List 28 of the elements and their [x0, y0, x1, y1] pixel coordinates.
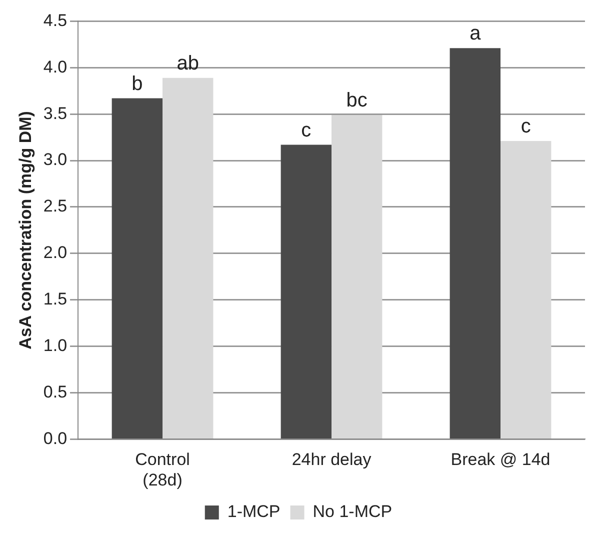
annotation: ab [176, 52, 199, 74]
bar [332, 115, 382, 438]
y-tick-label: 1.5 [43, 290, 68, 309]
y-axis-title: AsA concentration (mg/g DM) [16, 111, 35, 350]
bar [162, 78, 214, 438]
y-tick-label: 1.0 [43, 336, 68, 355]
legend-label: 1-MCP [227, 502, 280, 522]
y-tick-label: 2.5 [43, 196, 68, 216]
legend-label: No 1-MCP [312, 502, 392, 522]
x-tick-label: 24hr delay [292, 450, 372, 470]
annotation: c [301, 119, 312, 142]
x-tick-label: Control (28d) [135, 450, 190, 490]
y-tick-label: 0.5 [43, 382, 68, 402]
annotation: bc [346, 90, 368, 112]
annotation: b [132, 72, 143, 95]
annotation: c [520, 116, 531, 138]
y-tick-label: 4.0 [43, 57, 68, 76]
bar [280, 144, 332, 438]
y-tick-label: 4.5 [43, 10, 68, 30]
bar [450, 48, 501, 438]
x-tick-label: Break @ 14d [450, 450, 550, 470]
bar [112, 98, 163, 438]
y-tick-label: 0.0 [43, 428, 68, 448]
y-tick-label: 3.0 [43, 150, 68, 170]
y-tick-label: 3.5 [43, 104, 68, 123]
annotation: a [470, 22, 482, 45]
y-tick-label: 2.0 [43, 243, 68, 262]
bar [500, 141, 552, 438]
